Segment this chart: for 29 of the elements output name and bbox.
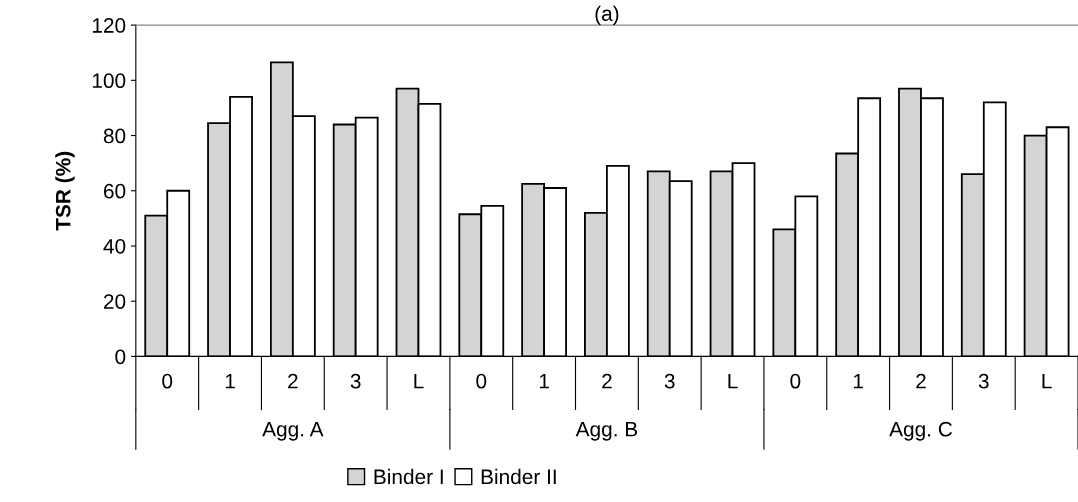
x-tick-label: 3 xyxy=(978,373,989,389)
x-tick-label: 2 xyxy=(602,373,612,389)
x-tick-label: 2 xyxy=(288,373,298,389)
y-tick-label: 100 xyxy=(92,73,126,89)
y-tick-label: 40 xyxy=(103,238,126,254)
y-tick-label: 80 xyxy=(103,128,126,144)
legend-label: Binder II xyxy=(481,468,556,485)
x-tick-label: L xyxy=(414,373,424,389)
y-tick-label: 20 xyxy=(103,294,126,309)
x-tick-label: 0 xyxy=(790,373,801,389)
x-tick-label: 1 xyxy=(225,373,235,389)
y-axis-title: TSR (%) xyxy=(55,151,75,231)
x-tick-label: 1 xyxy=(853,373,863,389)
y-tick-label: 60 xyxy=(103,183,126,199)
text: Agg. A xyxy=(262,422,324,441)
x-tick-label: 0 xyxy=(476,373,487,389)
x-tick-label: 2 xyxy=(916,373,926,389)
x-tick-label: 1 xyxy=(539,373,549,389)
x-tick-label: 3 xyxy=(664,373,675,389)
x-tick-label: 3 xyxy=(350,373,361,389)
x-tick-label: L xyxy=(1042,373,1052,389)
text: Agg. B xyxy=(575,422,638,441)
text: Agg. C xyxy=(889,421,953,441)
y-tick-label: 0 xyxy=(115,349,126,365)
y-tick-label: 120 xyxy=(92,18,126,33)
legend-label: Binder I xyxy=(374,468,443,485)
x-tick-label: L xyxy=(728,373,738,389)
x-tick-label: 0 xyxy=(162,373,173,389)
chart-title: (a) xyxy=(595,5,619,26)
